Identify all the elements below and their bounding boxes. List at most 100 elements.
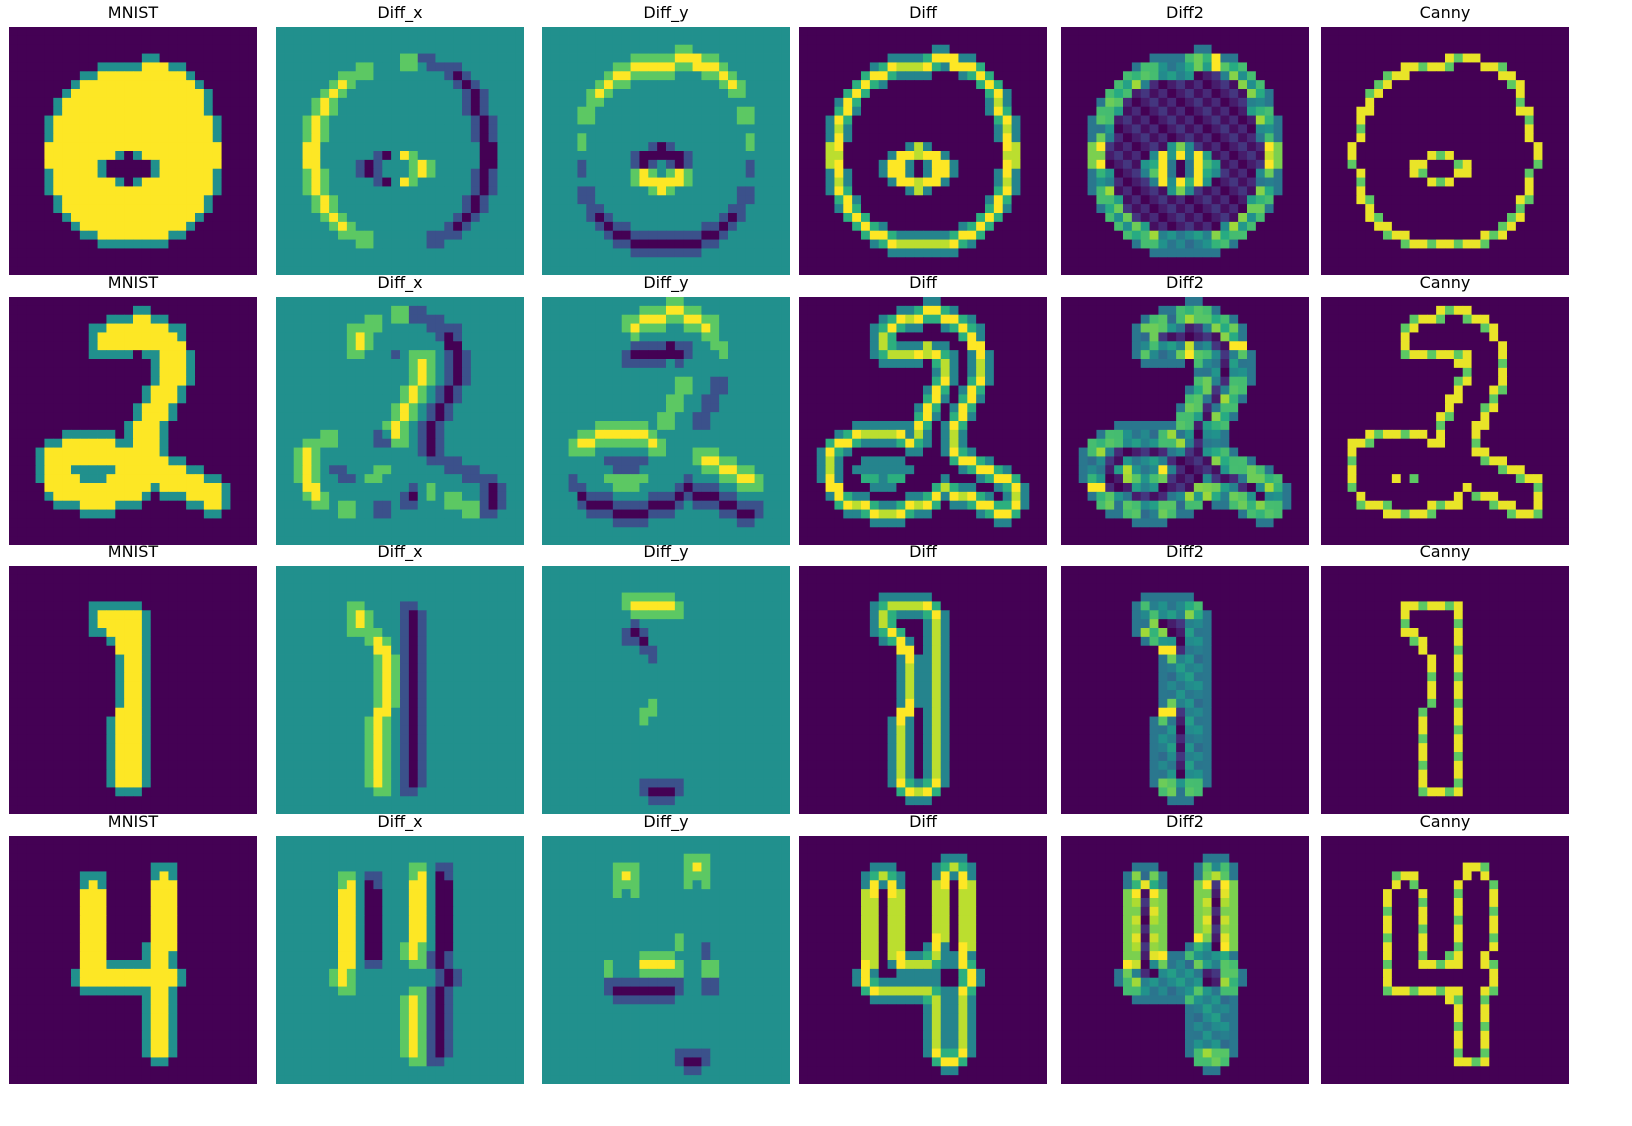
pixel-cell — [940, 35, 950, 46]
pixel-cell — [949, 53, 959, 63]
pixel-cell — [1131, 204, 1142, 214]
pixel-cell — [212, 186, 222, 196]
pixel-cell — [239, 106, 249, 116]
pixel-cell — [141, 124, 152, 134]
pixel-cell — [958, 80, 968, 90]
pixel-cell — [239, 248, 249, 258]
pixel-cell — [1507, 195, 1517, 205]
pixel-cell — [1356, 204, 1366, 214]
pixel-cell — [949, 239, 959, 249]
pixel-cell — [35, 80, 45, 90]
pixel-cell — [799, 27, 809, 37]
pixel-cell — [604, 27, 614, 37]
pixel-cell — [186, 151, 196, 161]
pixel-cell — [1365, 168, 1375, 178]
pixel-cell — [1229, 35, 1239, 46]
pixel-cell — [639, 44, 649, 54]
pixel-cell — [17, 213, 28, 223]
pixel-cell — [479, 62, 489, 72]
pixel-cell — [1273, 71, 1283, 81]
pixel-cell — [212, 266, 222, 275]
pixel-cell — [577, 186, 587, 196]
pixel-cell — [203, 266, 214, 275]
pixel-cell — [88, 133, 98, 143]
pixel-cell — [1096, 106, 1106, 116]
pixel-cell — [62, 97, 72, 108]
pixel-cell — [630, 106, 640, 116]
pixel-cell — [9, 62, 19, 72]
pixel-cell — [35, 332, 45, 342]
pixel-cell — [763, 177, 773, 187]
pixel-cell — [141, 314, 152, 324]
pixel-cell — [1507, 35, 1517, 46]
pixel-cell — [62, 221, 72, 232]
pixel-cell — [1507, 142, 1517, 152]
pixel-cell — [1105, 106, 1115, 116]
pixel-cell — [1383, 248, 1393, 258]
pixel-cell — [1123, 53, 1133, 63]
pixel-cell — [106, 80, 116, 90]
pixel-cell — [940, 80, 950, 90]
pixel-cell — [657, 80, 667, 90]
pixel-cell — [1211, 213, 1221, 223]
pixel-cell — [203, 314, 214, 324]
pixel-cell — [35, 257, 45, 267]
pixel-cell — [674, 124, 685, 134]
pixel-cell — [1255, 151, 1266, 161]
pixel-cell — [905, 151, 915, 161]
pixel-cell — [1176, 97, 1186, 108]
pixel-cell — [1229, 124, 1239, 134]
pixel-cell — [230, 195, 240, 205]
pixel-cell — [745, 186, 755, 196]
pixel-cell — [834, 80, 844, 90]
pixel-cell — [1347, 44, 1357, 54]
pixel-cell — [1533, 97, 1543, 108]
pixel-cell — [896, 239, 906, 249]
pixel-cell — [1409, 230, 1419, 240]
pixel-cell — [141, 305, 152, 316]
pixel-cell — [1105, 186, 1115, 196]
pixel-cell — [1002, 204, 1012, 214]
heatmap-image — [1061, 27, 1309, 275]
pixel-cell — [230, 332, 240, 342]
pixel-cell — [1462, 221, 1472, 232]
pixel-cell — [1061, 213, 1071, 223]
pixel-cell — [843, 221, 853, 232]
pixel-cell — [1515, 230, 1526, 240]
pixel-cell — [1418, 230, 1428, 240]
pixel-cell — [221, 115, 231, 125]
pixel-cell — [887, 97, 897, 108]
pixel-cell — [382, 230, 392, 240]
pixel-cell — [479, 106, 489, 116]
pixel-cell — [88, 44, 98, 54]
pixel-cell — [141, 106, 152, 116]
pixel-cell — [931, 44, 942, 54]
pixel-cell — [479, 204, 489, 214]
pixel-cell — [71, 341, 81, 351]
pixel-cell — [364, 177, 374, 187]
pixel-cell — [852, 186, 862, 196]
pixel-cell — [311, 106, 321, 116]
pixel-cell — [923, 239, 933, 249]
pixel-cell — [1002, 44, 1012, 54]
pixel-cell — [221, 297, 231, 307]
pixel-cell — [976, 106, 986, 116]
pixel-cell — [1282, 221, 1292, 232]
pixel-cell — [967, 248, 977, 258]
pixel-cell — [1229, 266, 1239, 275]
pixel-cell — [1247, 213, 1257, 223]
pixel-cell — [435, 62, 445, 72]
pixel-cell — [88, 323, 98, 333]
pixel-cell — [1185, 71, 1195, 81]
pixel-cell — [1489, 257, 1499, 267]
pixel-cell — [1282, 115, 1292, 125]
pixel-cell — [1329, 151, 1340, 161]
pixel-cell — [17, 106, 28, 116]
pixel-cell — [311, 27, 321, 37]
pixel-cell — [79, 213, 90, 223]
pixel-cell — [559, 213, 569, 223]
pixel-cell — [604, 62, 614, 72]
pixel-cell — [453, 177, 463, 187]
pixel-cell — [1202, 239, 1212, 249]
